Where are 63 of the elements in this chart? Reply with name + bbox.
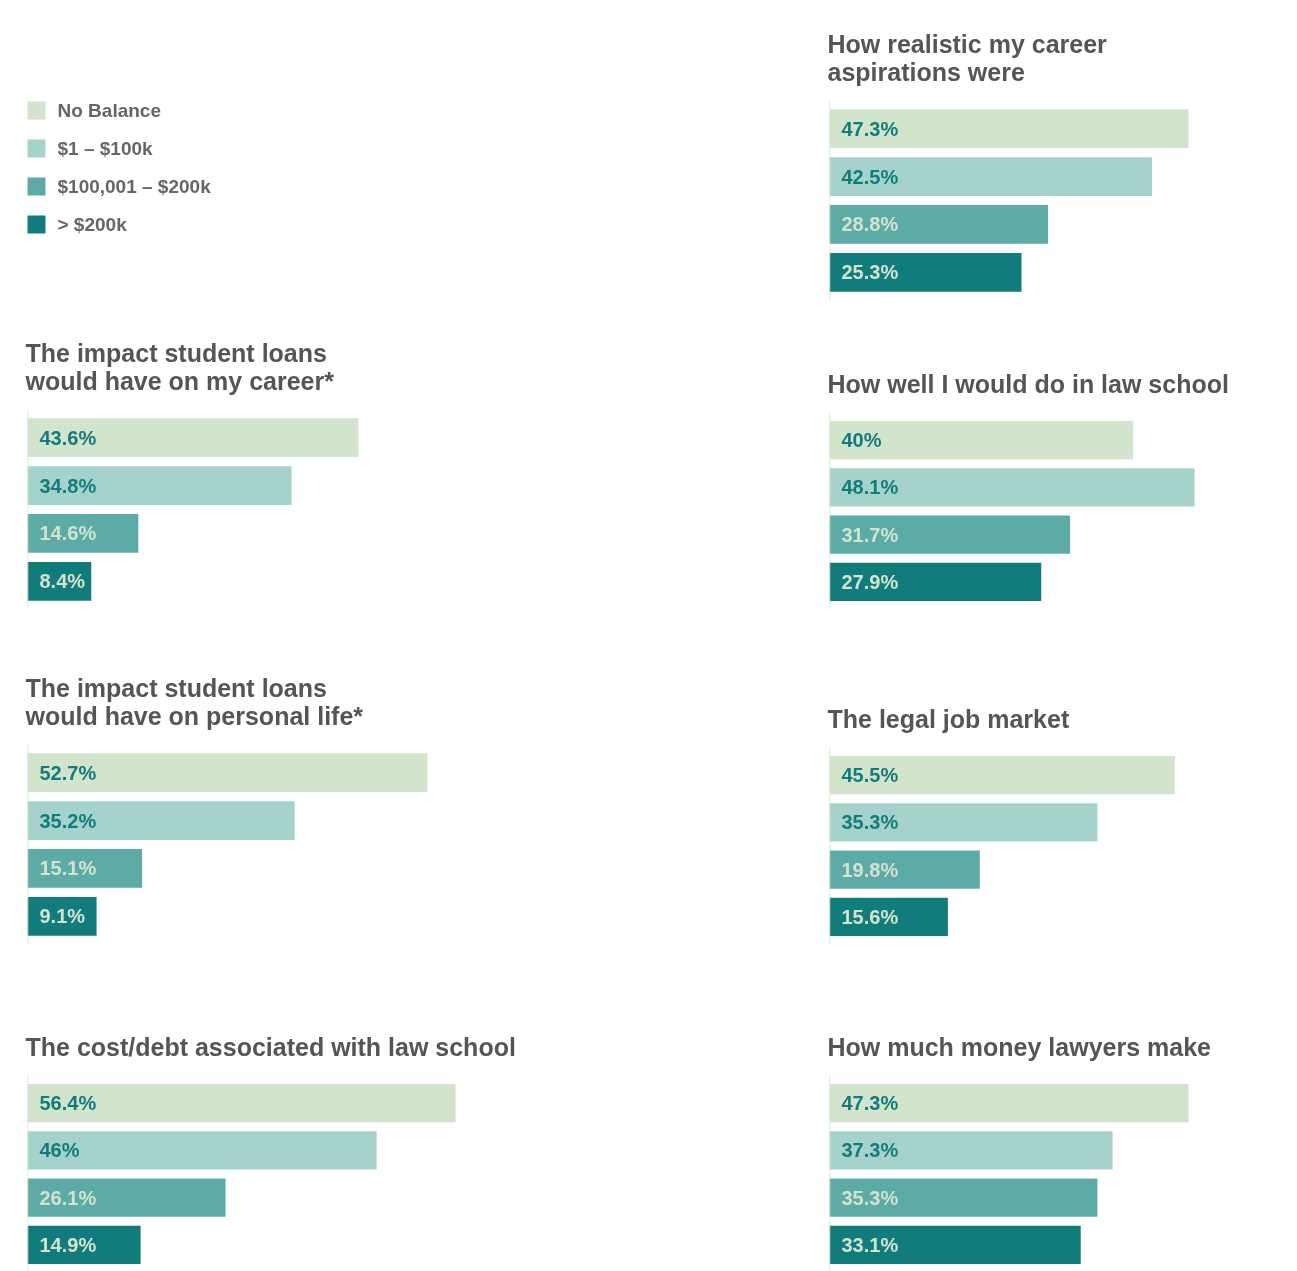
bar (27, 849, 143, 888)
data-label: 28.8% (841, 213, 899, 236)
bar (27, 418, 359, 457)
data-label: 33.1% (841, 1233, 899, 1256)
data-label: 35.2% (39, 809, 97, 832)
data-label: 52.7% (39, 761, 97, 784)
data-label: 56.4% (39, 1092, 97, 1115)
chart-title: How well I would do in law school (827, 369, 1229, 398)
data-label: 43.6% (39, 426, 97, 449)
bar (829, 157, 1153, 196)
data-label: 19.8% (841, 858, 899, 881)
bar (27, 1084, 456, 1123)
bar (27, 466, 292, 505)
bar (829, 1225, 1081, 1264)
data-label: 31.7% (841, 523, 899, 546)
data-label: 47.3% (841, 117, 899, 140)
bar (829, 421, 1134, 460)
data-label: 47.3% (841, 1092, 899, 1115)
chart-title: The cost/debt associated with law school (25, 1032, 516, 1061)
bar (829, 1178, 1098, 1217)
chart-title: The impact student loans would have on my career* (24, 338, 335, 395)
bar (27, 1131, 377, 1170)
bar (829, 1084, 1189, 1123)
data-label: 34.8% (39, 474, 97, 497)
data-label: 40% (841, 429, 882, 452)
data-label: 46% (39, 1139, 80, 1162)
bar (27, 514, 139, 553)
category-label: $100,001 – $200k (57, 176, 212, 197)
bar (829, 850, 980, 889)
chart-title: How much money lawyers make (827, 1032, 1212, 1061)
chart-title: The legal job market (827, 704, 1070, 733)
data-label: 14.6% (39, 522, 97, 545)
chart-title: The impact student loans would have on personal life* (24, 673, 364, 730)
category-label: No Balance (57, 100, 161, 121)
data-label: 42.5% (841, 165, 899, 188)
data-label: 25.3% (841, 261, 899, 284)
category-label: $1 – $100k (57, 138, 154, 159)
category-label: > $200k (57, 214, 128, 235)
data-label: 35.3% (841, 811, 899, 834)
bar (829, 756, 1175, 795)
data-label: 45.5% (841, 764, 899, 787)
bar (829, 253, 1022, 292)
data-label: 9.1% (39, 905, 86, 928)
chart-title: How realistic my career aspirations were (827, 29, 1108, 86)
bar (27, 801, 295, 840)
data-label: 35.3% (841, 1186, 899, 1209)
data-label: 15.1% (39, 857, 97, 880)
data-label: 48.1% (841, 476, 899, 499)
bar (829, 515, 1071, 554)
bar (829, 562, 1042, 601)
data-label: 8.4% (39, 570, 86, 593)
data-label: 26.1% (39, 1186, 97, 1209)
bar (27, 753, 428, 792)
bar (829, 205, 1049, 244)
bar (829, 1131, 1113, 1170)
bar (27, 1178, 226, 1217)
data-label: 27.9% (841, 570, 899, 593)
bar (829, 468, 1195, 507)
data-label: 37.3% (841, 1139, 899, 1162)
data-label: 15.6% (841, 905, 899, 928)
bar (829, 803, 1098, 842)
bar (829, 109, 1189, 148)
data-label: 14.9% (39, 1233, 97, 1256)
